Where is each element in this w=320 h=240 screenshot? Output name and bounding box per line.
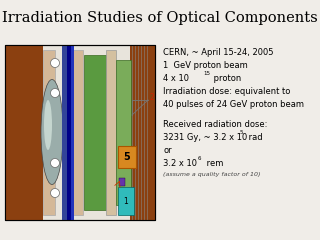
Text: 40 pulses of 24 GeV proton beam: 40 pulses of 24 GeV proton beam <box>163 100 304 109</box>
Text: rem: rem <box>204 159 223 168</box>
Bar <box>118 187 134 215</box>
Text: 1: 1 <box>124 197 128 205</box>
Ellipse shape <box>44 100 52 150</box>
Text: 5: 5 <box>124 152 130 162</box>
Bar <box>130 45 155 220</box>
Text: 3231 Gy, ~ 3.2 x 10: 3231 Gy, ~ 3.2 x 10 <box>163 133 247 142</box>
Bar <box>5 45 43 220</box>
Text: or: or <box>163 146 172 155</box>
Bar <box>5 45 155 220</box>
Text: proton: proton <box>211 74 241 83</box>
Bar <box>84 55 106 210</box>
Bar <box>43 50 55 215</box>
Text: 4 x 10: 4 x 10 <box>163 74 189 83</box>
Text: Irradiation dose: equivalent to: Irradiation dose: equivalent to <box>163 87 290 96</box>
Bar <box>62 45 67 220</box>
Bar <box>67 45 71 220</box>
Bar <box>119 178 125 186</box>
Circle shape <box>51 89 60 97</box>
Text: 15: 15 <box>203 71 210 76</box>
Circle shape <box>51 59 60 67</box>
Ellipse shape <box>41 79 63 185</box>
Circle shape <box>51 188 60 198</box>
Text: Irradiation Studies of Optical Components: Irradiation Studies of Optical Component… <box>2 11 318 25</box>
Bar <box>73 50 83 215</box>
Bar <box>116 60 131 205</box>
Circle shape <box>51 158 60 168</box>
Bar <box>71 45 74 220</box>
Text: 1  GeV proton beam: 1 GeV proton beam <box>163 61 248 70</box>
Bar <box>5 45 155 220</box>
Bar <box>106 50 116 215</box>
Text: CERN, ~ April 15-24, 2005: CERN, ~ April 15-24, 2005 <box>163 48 274 57</box>
Bar <box>118 146 136 168</box>
Text: Received radiation dose:: Received radiation dose: <box>163 120 268 129</box>
Text: 6: 6 <box>198 156 202 161</box>
Text: 2: 2 <box>149 94 154 102</box>
Text: (assume a quality factor of 10): (assume a quality factor of 10) <box>163 172 260 177</box>
Text: 3.2 x 10: 3.2 x 10 <box>163 159 197 168</box>
Text: rad: rad <box>246 133 263 142</box>
Text: 5: 5 <box>240 130 244 135</box>
